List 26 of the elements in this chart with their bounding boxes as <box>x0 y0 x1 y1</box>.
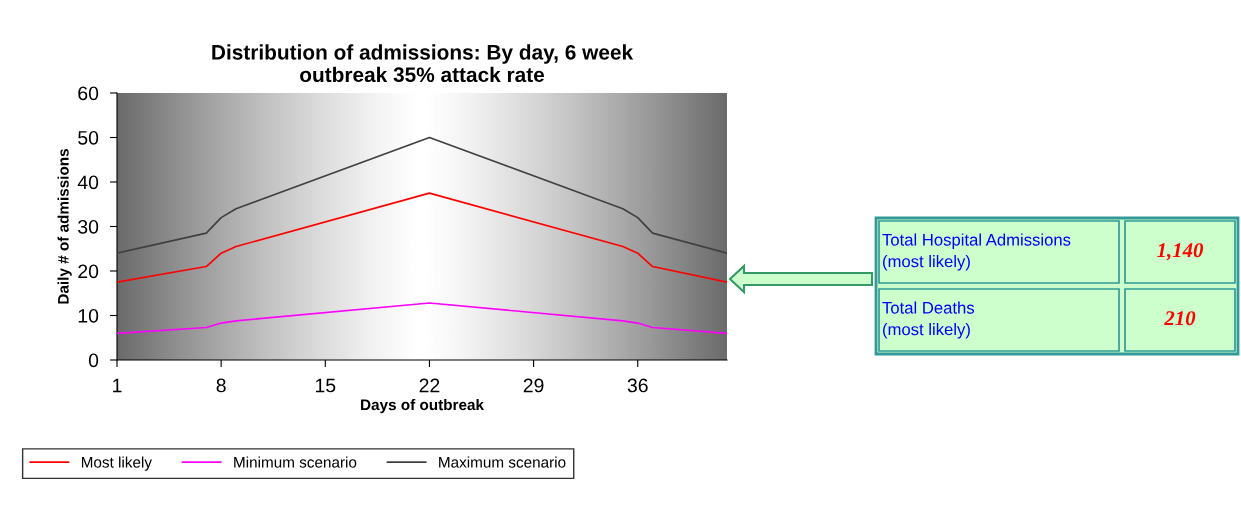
x-tick-label: 15 <box>315 378 336 393</box>
legend-label: Most likely <box>81 456 152 471</box>
y-tick-label: 30 <box>78 219 99 234</box>
y-tick-label: 40 <box>77 175 99 190</box>
text: 1,140 <box>1157 243 1204 261</box>
line-series <box>117 192 727 283</box>
line-series <box>117 302 727 335</box>
y-tick-label: 20 <box>78 264 99 279</box>
x-tick-label: 1 <box>113 378 122 393</box>
chart-title: Distribution of admissions: By day, 6 week outbreak 35% attack rate <box>212 44 634 83</box>
y-tick-label: 50 <box>78 130 99 145</box>
y-tick-label: 10 <box>78 308 99 323</box>
text: Total Deaths (most likely) <box>882 301 975 339</box>
legend-label: Minimum scenario <box>234 456 357 468</box>
y-axis-title: Daily # of admissions <box>57 149 72 304</box>
x-tick-label: 29 <box>523 378 544 393</box>
y-tick-label: 60 <box>78 86 99 101</box>
text: Total Hospital Admissions (most likely) <box>882 233 1071 271</box>
y-tick-label: 0 <box>88 353 99 368</box>
x-tick-label: 22 <box>419 378 440 393</box>
x-axis-title: Days of outbreak <box>361 398 484 414</box>
line-series <box>117 136 727 255</box>
x-tick-label: 8 <box>216 378 226 393</box>
text: 210 <box>1164 311 1196 326</box>
x-tick-label: 36 <box>627 378 648 393</box>
legend-label: Maximum scenario <box>439 456 566 468</box>
